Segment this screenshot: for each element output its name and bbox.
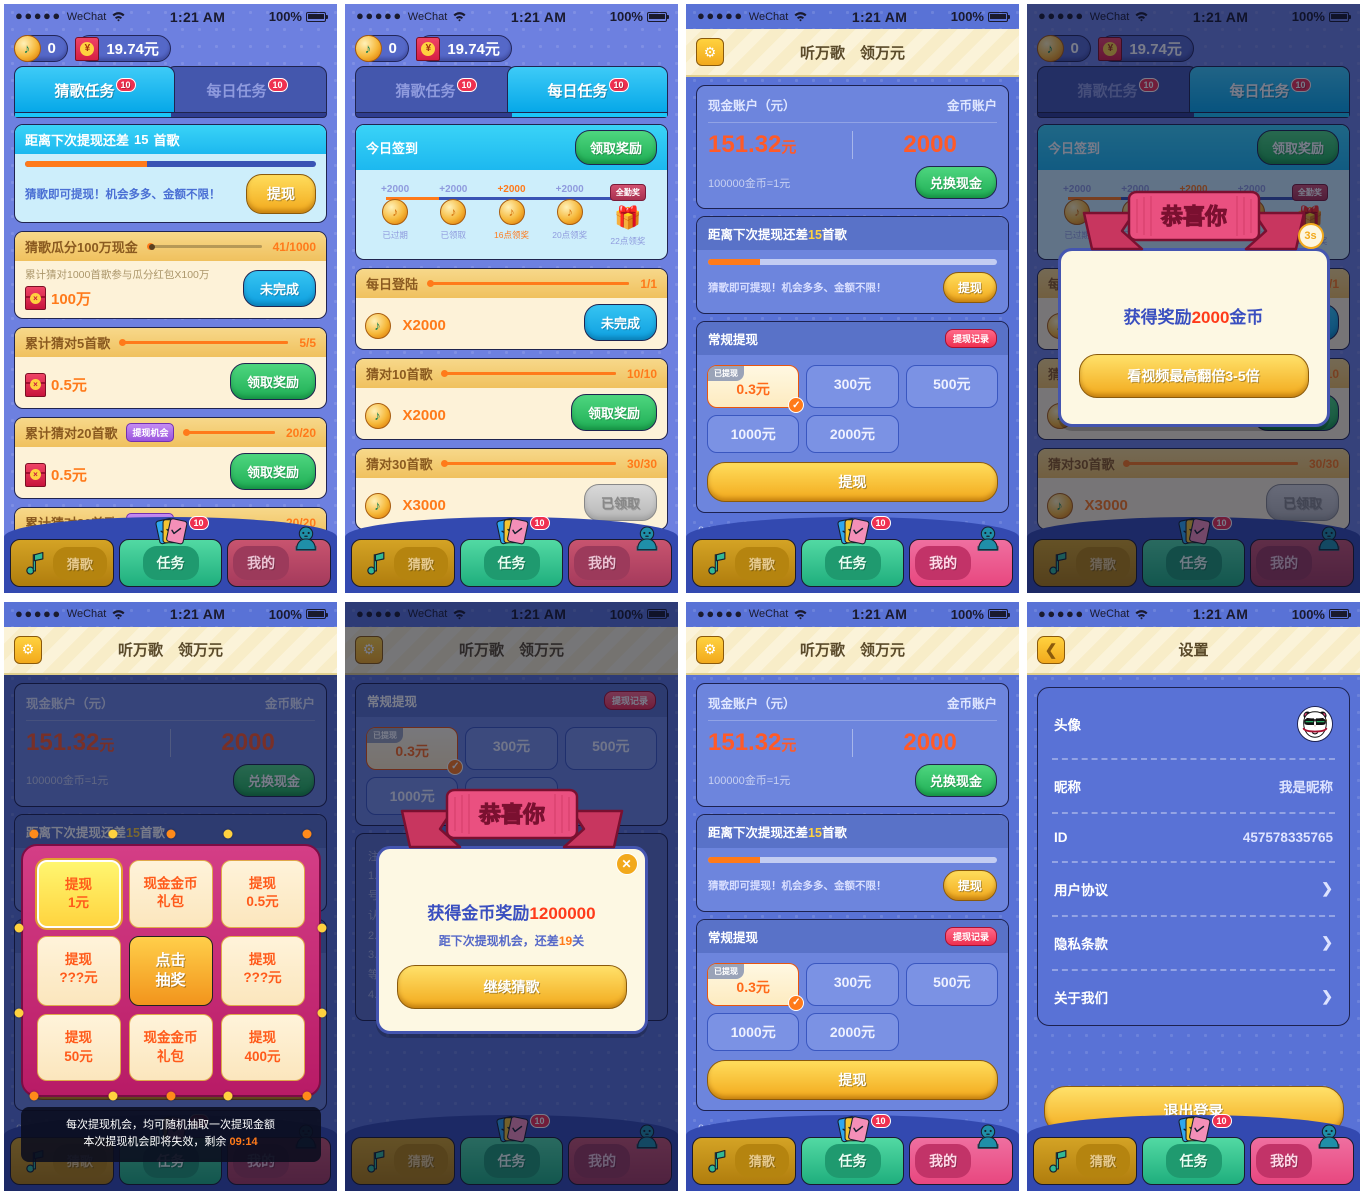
svg-text:恭喜你: 恭喜你: [477, 802, 544, 827]
svg-text:恭喜你: 恭喜你: [1159, 204, 1226, 229]
